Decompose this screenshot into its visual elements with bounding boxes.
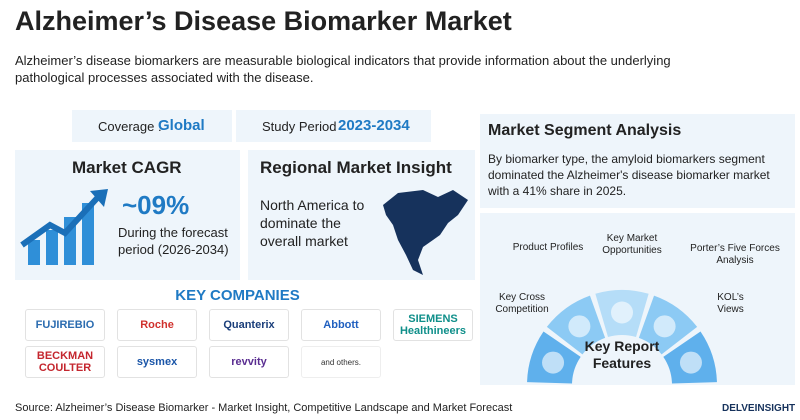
fan-icon [653,315,676,338]
features-title: Key Report Features [584,338,660,371]
fan-icon [568,315,591,338]
period-value: 2023-2034 [338,117,410,134]
map-icon [383,190,468,275]
company-logo: SIEMENS Healthineers [393,309,473,341]
source: Source: Alzheimer’s Disease Biomarker - … [15,402,513,414]
company-logo: Roche [117,309,197,341]
company-logo: sysmex [117,346,197,378]
company-logo: revvity [209,346,289,378]
fan-icon [611,301,633,324]
description: Alzheimer’s disease biomarkers are measu… [15,53,671,85]
cagr-note: During the forecast period (2026-2034) [118,225,229,257]
cagr-title: Market CAGR [72,158,182,177]
company-logo: Abbott [301,309,381,341]
segment-text: By biomarker type, the amyloid biomarker… [488,152,770,198]
period-box [236,110,431,142]
cagr-value: ~09% [122,190,190,220]
feature-label: Key Cross Competition [495,292,549,315]
features-fan [527,290,717,384]
feature-label: Key Market Opportunities [602,233,662,256]
company-logo: FUJIREBIO [25,309,105,341]
company-logo: and others. [301,346,381,378]
regional-text: North America to dominate the overall ma… [260,197,365,249]
feature-label: KOL’s Views [717,292,744,315]
period-label: Study Period [262,119,337,134]
coverage-label: Coverage : [98,119,162,134]
fan-icon [679,351,702,374]
coverage-box [72,110,232,142]
segment-title: Market Segment Analysis [488,122,682,139]
feature-label: Porter’s Five Forces Analysis [690,243,780,266]
regional-title: Regional Market Insight [260,158,452,177]
coverage-value: Global [158,117,205,134]
brand: DELVEINSIGHT [722,403,796,414]
companies-title: KEY COMPANIES [175,287,300,304]
company-logo: Quanterix [209,309,289,341]
feature-label: Product Profiles [512,242,584,253]
fan-icon [542,351,565,374]
company-logo: BECKMAN COULTER [25,346,105,378]
title: Alzheimer’s Disease Biomarker Market [15,6,512,36]
growth-icon [20,189,108,265]
segment-box [480,114,795,208]
